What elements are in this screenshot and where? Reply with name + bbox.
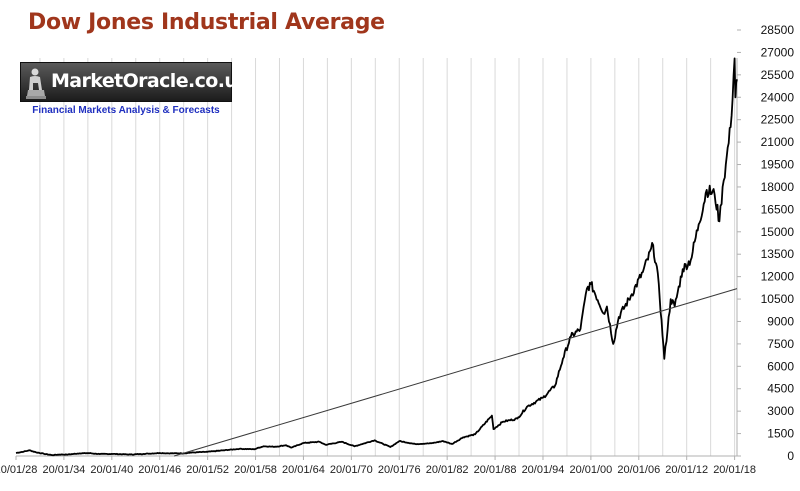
y-tick-label: 7500 bbox=[767, 337, 794, 351]
x-tick-label: 20/01/94 bbox=[522, 464, 565, 476]
marketoracle-logo[interactable]: MarketOracle.co.uk Financial Markets Ana… bbox=[20, 62, 250, 120]
x-tick-label: 20/01/70 bbox=[330, 464, 373, 476]
series-line-dow-jones bbox=[15, 57, 738, 457]
axes bbox=[16, 58, 738, 457]
y-tick-label: 6000 bbox=[767, 359, 794, 373]
y-tick-label: 19500 bbox=[761, 158, 795, 172]
x-tick-label: 20/01/82 bbox=[426, 464, 469, 476]
logo-name: MarketOracle.co.uk bbox=[51, 70, 250, 92]
y-tick-label: 16500 bbox=[761, 202, 795, 216]
y-tick-label: 25500 bbox=[761, 68, 795, 82]
y-tick-label: 21000 bbox=[761, 135, 795, 149]
x-tick-label: 20/01/76 bbox=[378, 464, 421, 476]
y-tick-label: 12000 bbox=[761, 270, 795, 284]
x-tick-label: 20/01/34 bbox=[42, 464, 85, 476]
y-tick-label: 24000 bbox=[761, 90, 795, 104]
series-line-trend bbox=[173, 288, 738, 457]
x-tick-label: 20/01/58 bbox=[234, 464, 277, 476]
x-tick-label: 20/01/52 bbox=[186, 464, 229, 476]
x-tick-label: 20/01/88 bbox=[474, 464, 517, 476]
y-tick-label: 9000 bbox=[767, 314, 794, 328]
y-tick-label: 28500 bbox=[761, 23, 795, 37]
x-tick-label: 20/01/40 bbox=[90, 464, 133, 476]
x-tick-label: 20/01/18 bbox=[713, 464, 756, 476]
x-tick-label: 20/01/64 bbox=[282, 464, 325, 476]
series bbox=[15, 57, 738, 457]
logo-tagline: Financial Markets Analysis & Forecasts bbox=[32, 105, 220, 116]
y-tick-label: 22500 bbox=[761, 113, 795, 127]
y-tick-label: 27000 bbox=[761, 45, 795, 59]
chart-title: Dow Jones Industrial Average bbox=[28, 10, 385, 35]
logo-banner: MarketOracle.co.uk bbox=[20, 62, 250, 102]
oracle-statue-icon bbox=[26, 68, 46, 99]
y-tick-label: 3000 bbox=[767, 404, 794, 418]
y-tick-label: 15000 bbox=[761, 225, 795, 239]
tick-labels: 20/01/28 20/01/34 20/01/40 20/01/46 20/01/52… bbox=[0, 23, 794, 476]
x-tick-label: 20/01/12 bbox=[665, 464, 708, 476]
x-tick-label: 20/01/00 bbox=[569, 464, 612, 476]
y-tick-label: 4500 bbox=[767, 382, 794, 396]
y-tick-label: 0 bbox=[787, 449, 794, 463]
y-tick-label: 18000 bbox=[761, 180, 795, 194]
x-tick-label: 20/01/28 bbox=[0, 464, 37, 476]
gridlines bbox=[15, 29, 741, 460]
x-tick-label: 20/01/06 bbox=[617, 464, 660, 476]
y-tick-label: 13500 bbox=[761, 247, 795, 261]
y-tick-label: 1500 bbox=[767, 427, 794, 441]
y-tick-label: 10500 bbox=[761, 292, 795, 306]
x-tick-label: 20/01/46 bbox=[138, 464, 181, 476]
